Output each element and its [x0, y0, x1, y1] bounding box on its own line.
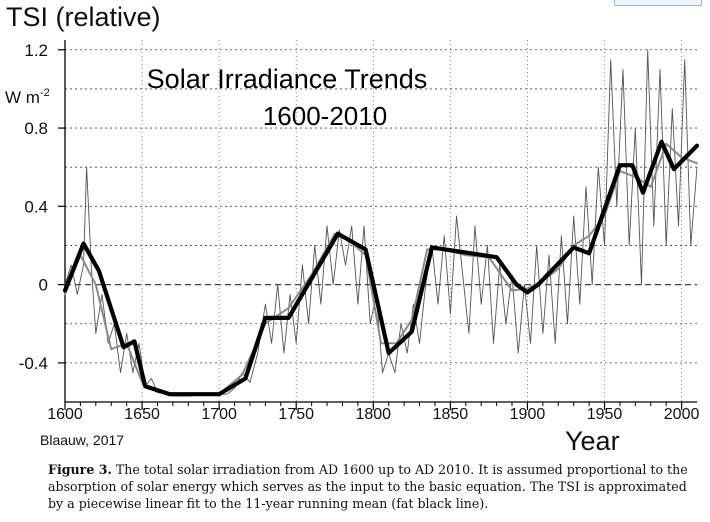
y-axis-unit-superscript: -2: [40, 87, 50, 99]
y-tick-label: 1.2: [24, 41, 48, 60]
y-tick-label: -0.4: [19, 354, 48, 373]
tsi-chart: TSI (relative) W m-2 -0.4 0 0.4 0.8 1.2 1600 1…: [5, 2, 700, 456]
x-tick-label: 1850: [433, 406, 469, 423]
figure-caption: Figure 3. The total solar irradiation fr…: [48, 461, 698, 512]
grid-lines: [64, 40, 697, 403]
data-series: [62, 49, 700, 397]
y-tick-label: 0.4: [24, 197, 48, 216]
y-axis-title: TSI (relative): [6, 2, 161, 32]
axis-ticks: -0.4 0 0.4 0.8 1.2 1600 1650 1700 1750 1800 1850 19…: [19, 41, 700, 423]
x-tick-label: 1650: [124, 406, 160, 423]
chart-subtitle: 1600-2010: [263, 101, 387, 131]
figure-label: Figure 3.: [48, 462, 112, 477]
source-credit: Blaauw, 2017: [40, 432, 124, 448]
x-tick-label: 2000: [664, 406, 700, 423]
x-tick-label: 1800: [355, 406, 391, 423]
series-line-piecewise-linear-fit-to-11-year-running-mean: [62, 139, 700, 397]
x-axis-label: Year: [565, 426, 620, 456]
y-tick-label: 0: [39, 276, 48, 295]
x-tick-label: 1950: [587, 406, 623, 423]
corner-decoration: [614, 0, 702, 6]
x-tick-label: 1700: [201, 406, 237, 423]
x-tick-label: 1900: [510, 406, 546, 423]
x-tick-label: 1600: [47, 406, 83, 423]
x-tick-label: 1750: [278, 406, 314, 423]
figure-caption-text: The total solar irradiation from AD 1600…: [48, 462, 688, 511]
y-tick-label: 0.8: [24, 119, 48, 138]
y-axis-unit-main: W m: [5, 88, 40, 107]
y-axis-unit: W m-2: [5, 87, 50, 107]
chart-title: Solar Irradiance Trends: [147, 64, 428, 94]
